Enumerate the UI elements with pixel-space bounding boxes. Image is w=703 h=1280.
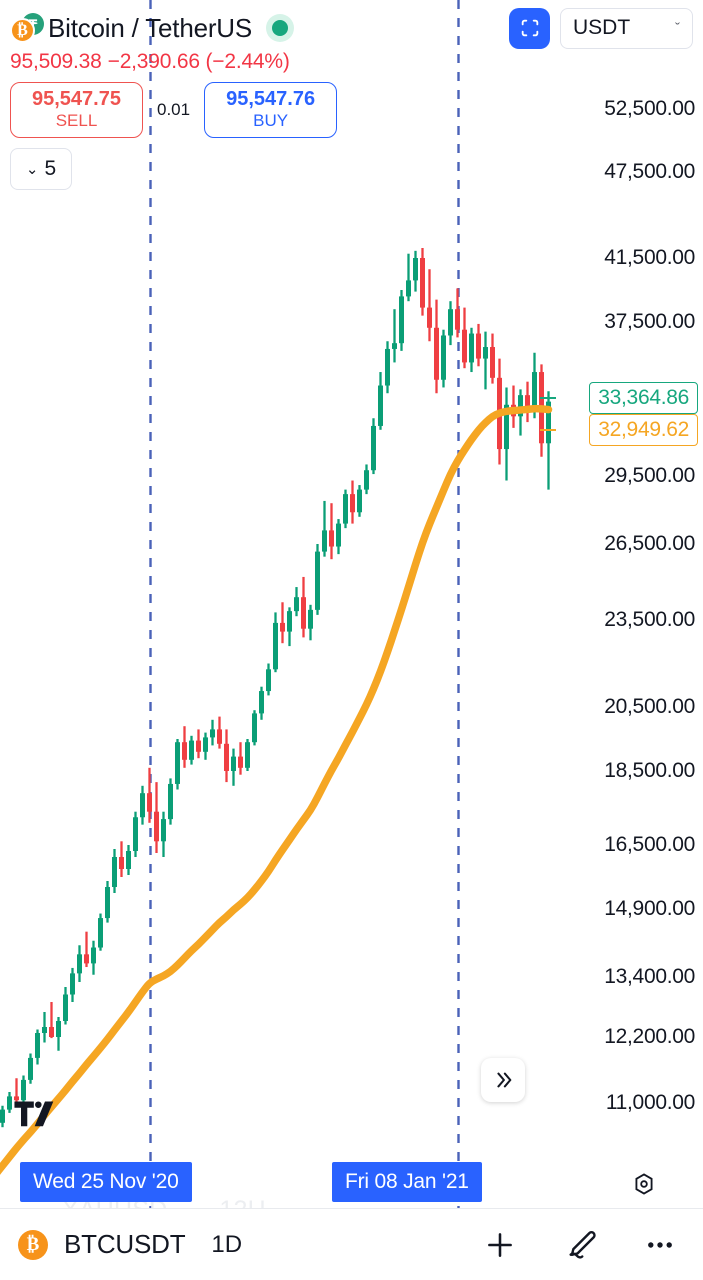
chevron-down-icon: ˇ [675, 19, 680, 37]
double-chevron-right-icon [497, 1072, 512, 1088]
price-change: −2,390.66 [107, 50, 200, 73]
spread-value: 0.01 [157, 100, 191, 119]
price-tick: 13,400.00 [604, 965, 695, 988]
header-actions: USDT ˇ [509, 7, 693, 49]
market-open-dot [272, 20, 289, 36]
tradingview-logo-icon [14, 1101, 54, 1127]
price-tick: 23,500.00 [604, 608, 695, 631]
bottom-timeframe[interactable]: 1D [211, 1230, 243, 1258]
price-tick: 14,900.00 [604, 897, 695, 920]
bitcoin-icon: ₿ [18, 1229, 48, 1260]
order-buttons: 95,547.75 SELL 0.01 95,547.76 BUY [10, 82, 693, 138]
sell-button[interactable]: 95,547.75 SELL [10, 82, 143, 138]
currency-value: USDT [573, 16, 631, 39]
bottom-symbol[interactable]: BTCUSDT [64, 1229, 186, 1259]
bitcoin-icon: ₿ [10, 18, 35, 43]
price-tick: 11,000.00 [605, 1091, 695, 1114]
symbol-title[interactable]: Bitcoin / TetherUS [48, 12, 253, 43]
currency-select[interactable]: USDT ˇ [560, 7, 693, 49]
current-price-label: 33,364.86 [589, 382, 698, 414]
time-axis[interactable]: Wed 25 Nov '20 Fri 08 Jan '21 [0, 1156, 703, 1208]
price-tick: 26,500.00 [604, 532, 695, 555]
buy-price: 95,547.76 [226, 88, 316, 111]
moving-average-line [0, 404, 553, 1175]
buy-label: BUY [253, 111, 289, 131]
price-tick: 29,500.00 [604, 464, 695, 487]
ellipsis-icon [648, 1241, 672, 1248]
chart-header: ₿ Bitcoin / TetherUS USDT ˇ 95,509.38 −2 [0, 0, 703, 190]
date-label: Fri 08 Jan '21 [332, 1162, 482, 1202]
price-tick: 20,500.00 [604, 695, 695, 718]
date-label: Wed 25 Nov '20 [20, 1162, 192, 1202]
last-price: 95,509.38 [10, 50, 102, 73]
price-change-percent: (−2.44%) [205, 50, 290, 73]
price-tick: 41,500.00 [604, 246, 695, 269]
add-indicator-button[interactable] [483, 1228, 517, 1262]
buy-button[interactable]: 95,547.76 BUY [204, 82, 338, 138]
moving-average-price-label: 32,949.62 [589, 414, 698, 446]
draw-tools-button[interactable] [563, 1228, 597, 1262]
symbol-pair-icon: ₿ [10, 13, 44, 43]
market-status-indicator [266, 14, 295, 42]
bottom-actions [483, 1228, 685, 1262]
quote-row: 95,509.38 −2,390.66 (−2.44%) [10, 50, 693, 74]
more-options-button[interactable] [643, 1228, 677, 1262]
quantity-row: ⌄ 5 [10, 148, 693, 190]
chevron-down-icon: ⌄ [25, 160, 39, 178]
price-tick: 12,200.00 [604, 1025, 695, 1048]
price-tick: 18,500.00 [604, 759, 695, 782]
tradingview-logo [14, 1099, 64, 1134]
fullscreen-button[interactable] [509, 7, 550, 49]
chart-settings-hex-icon [635, 1173, 653, 1195]
symbol-row: ₿ Bitcoin / TetherUS USDT ˇ [10, 7, 693, 49]
bottom-toolbar: ₿ BTCUSDT 1D [0, 1208, 703, 1280]
quantity-stepper[interactable]: ⌄ 5 [10, 148, 72, 190]
candle-series [0, 247, 551, 1128]
pen-icon [569, 1230, 596, 1259]
collapse-panel-button[interactable] [481, 1058, 525, 1102]
sell-label: SELL [55, 111, 98, 131]
sell-price: 95,547.75 [32, 88, 121, 111]
fullscreen-crop-icon [521, 19, 538, 37]
chart-settings-button[interactable] [630, 1170, 658, 1198]
price-tick: 16,500.00 [604, 833, 695, 856]
price-tick: 37,500.00 [604, 310, 695, 333]
plus-icon [488, 1232, 512, 1257]
quantity-value: 5 [44, 157, 57, 180]
